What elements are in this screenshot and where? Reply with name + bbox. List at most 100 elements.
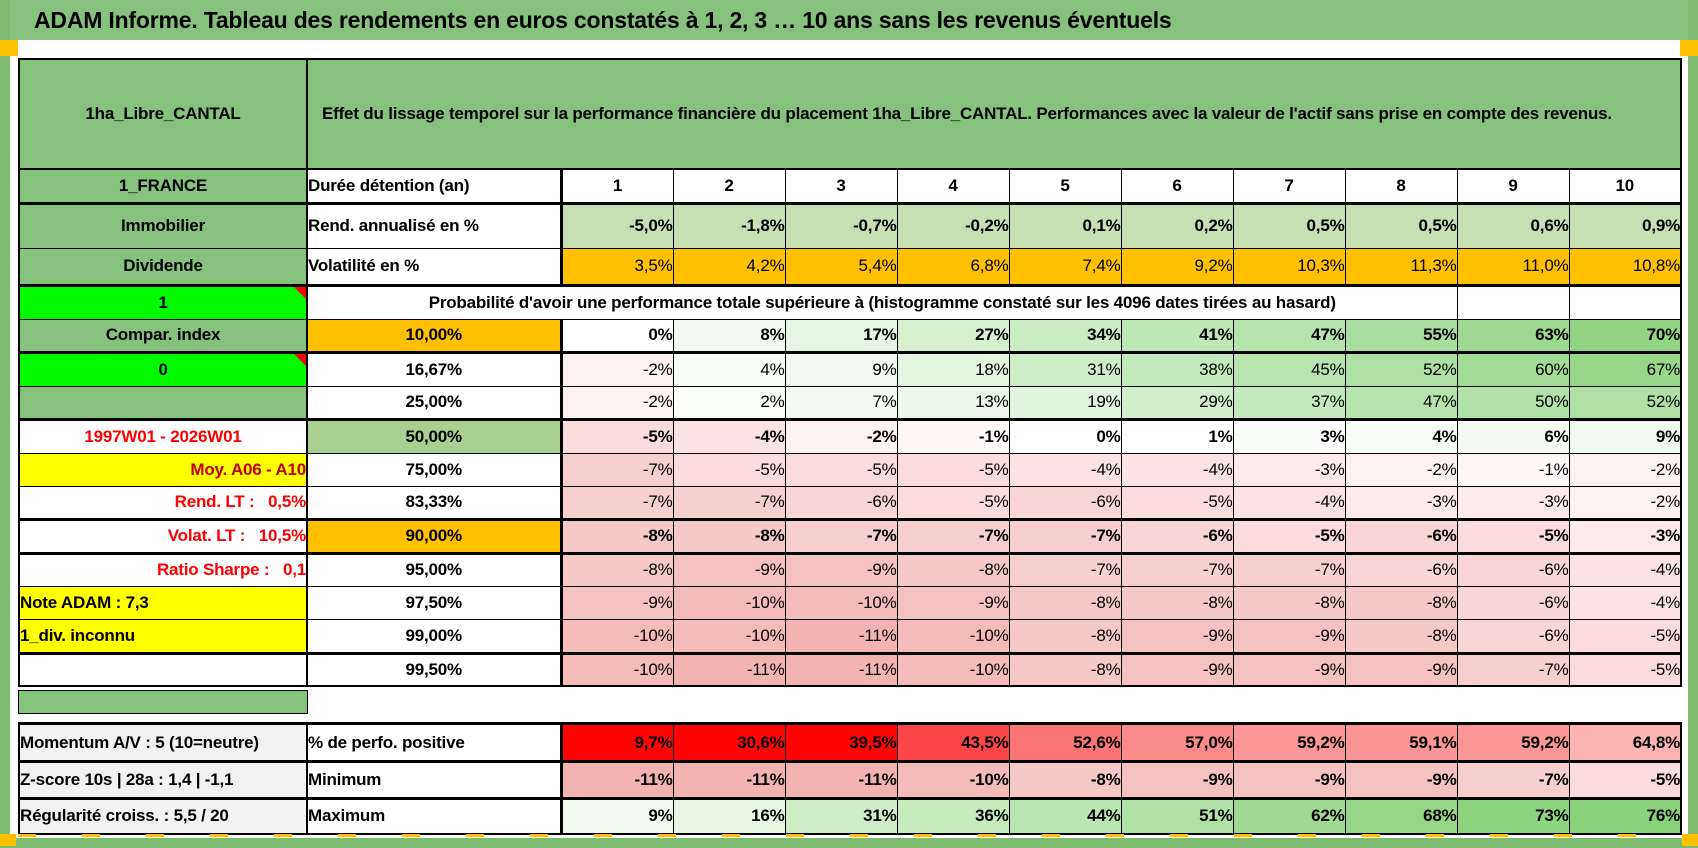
value-cell[interactable]: 10,8% (1568, 247, 1682, 287)
value-cell[interactable]: 59,2% (1232, 722, 1346, 762)
value-cell[interactable]: 8% (672, 318, 786, 354)
metric-label-cell[interactable]: 97,50% (306, 585, 562, 620)
value-cell[interactable]: -9% (1120, 618, 1234, 654)
value-cell[interactable]: -8% (559, 552, 674, 587)
value-cell[interactable]: 0% (559, 318, 674, 354)
value-cell[interactable]: 0,1% (1008, 202, 1122, 249)
row-label-cell[interactable]: Compar. index (18, 318, 308, 354)
value-cell[interactable]: -8% (1232, 585, 1346, 620)
value-cell[interactable]: 6,8% (896, 247, 1010, 287)
value-cell[interactable]: -6% (1120, 517, 1234, 555)
value-cell[interactable]: -8% (672, 517, 786, 555)
value-cell[interactable]: -8% (1008, 585, 1122, 620)
value-cell[interactable]: -8% (559, 517, 674, 555)
value-cell[interactable]: -7% (1008, 552, 1122, 587)
value-cell[interactable]: -5% (896, 452, 1010, 487)
value-cell[interactable]: -11% (672, 760, 786, 799)
value-cell[interactable]: -3% (1456, 485, 1570, 520)
duration-header-cell[interactable]: 4 (896, 168, 1010, 205)
value-cell[interactable]: -10% (896, 651, 1010, 687)
value-cell[interactable]: 2% (672, 385, 786, 420)
metric-label-cell[interactable]: 75,00% (306, 452, 562, 487)
metric-label-cell[interactable]: Durée détention (an) (306, 168, 562, 205)
value-cell[interactable]: -10% (896, 618, 1010, 654)
value-cell[interactable]: 0% (1008, 417, 1122, 454)
metric-label-cell[interactable]: 25,00% (306, 385, 562, 420)
value-cell[interactable]: -9% (784, 552, 898, 587)
row-label-cell[interactable]: Régularité croiss. : 5,5 / 20 (18, 797, 308, 834)
row-label-cell[interactable]: Rend. LT : 0,5% (18, 485, 308, 520)
value-cell[interactable]: 1% (1120, 417, 1234, 454)
value-cell[interactable]: -4% (1008, 452, 1122, 487)
metric-label-cell[interactable]: 99,00% (306, 618, 562, 654)
metric-label-cell[interactable]: Volatilité en % (306, 247, 562, 287)
value-cell[interactable]: -7% (1120, 552, 1234, 587)
value-cell[interactable]: 31% (784, 797, 898, 834)
value-cell[interactable]: 51% (1120, 797, 1234, 834)
row-label-cell[interactable]: 1_FRANCE (18, 168, 308, 205)
value-cell[interactable]: 11,0% (1456, 247, 1570, 287)
value-cell[interactable]: -9% (1344, 760, 1458, 799)
value-cell[interactable]: 11,3% (1344, 247, 1458, 287)
metric-label-cell[interactable]: Rend. annualisé en % (306, 202, 562, 249)
value-cell[interactable]: -9% (896, 585, 1010, 620)
value-cell[interactable]: 29% (1120, 385, 1234, 420)
value-cell[interactable]: 9,2% (1120, 247, 1234, 287)
value-cell[interactable]: -2% (1568, 452, 1682, 487)
value-cell[interactable]: 36% (896, 797, 1010, 834)
value-cell[interactable]: -9% (1232, 651, 1346, 687)
value-cell[interactable]: -2% (1568, 485, 1682, 520)
value-cell[interactable]: -4% (1232, 485, 1346, 520)
value-cell[interactable]: 52% (1344, 351, 1458, 387)
value-cell[interactable]: 70% (1568, 318, 1682, 354)
value-cell[interactable]: 39,5% (784, 722, 898, 762)
value-cell[interactable]: 52,6% (1008, 722, 1122, 762)
value-cell[interactable]: 9% (1568, 417, 1682, 454)
value-cell[interactable]: -8% (1344, 585, 1458, 620)
value-cell[interactable]: 30,6% (672, 722, 786, 762)
value-cell[interactable]: -11% (784, 760, 898, 799)
value-cell[interactable]: -9% (672, 552, 786, 587)
value-cell[interactable]: 0,2% (1120, 202, 1234, 249)
value-cell[interactable]: 7% (784, 385, 898, 420)
row-label-cell[interactable]: 0 (18, 351, 308, 387)
row-label-cell[interactable]: Moy. A06 - A10 (18, 452, 308, 487)
value-cell[interactable]: -0,7% (784, 202, 898, 249)
value-cell[interactable]: -8% (1344, 618, 1458, 654)
value-cell[interactable]: -5% (896, 485, 1010, 520)
table-description-cell[interactable]: Effet du lissage temporel sur la perform… (305, 58, 1682, 170)
value-cell[interactable]: 0,5% (1232, 202, 1346, 249)
value-cell[interactable]: 44% (1008, 797, 1122, 834)
value-cell[interactable]: 16% (672, 797, 786, 834)
duration-header-cell[interactable]: 8 (1344, 168, 1458, 205)
value-cell[interactable]: -11% (559, 760, 674, 799)
value-cell[interactable]: -7% (896, 517, 1010, 555)
probability-caption-cell[interactable]: Probabilité d'avoir une performance tota… (306, 284, 1458, 320)
value-cell[interactable]: 55% (1344, 318, 1458, 354)
metric-label-cell[interactable]: 16,67% (306, 351, 562, 387)
value-cell[interactable]: 34% (1008, 318, 1122, 354)
value-cell[interactable]: -5% (1568, 618, 1682, 654)
value-cell[interactable]: -7% (784, 517, 898, 555)
value-cell[interactable]: -5% (1456, 517, 1570, 555)
duration-header-cell[interactable]: 5 (1008, 168, 1122, 205)
value-cell[interactable]: -1% (1456, 452, 1570, 487)
value-cell[interactable]: -9% (1120, 760, 1234, 799)
row-label-cell[interactable]: Ratio Sharpe : 0,1 (18, 552, 308, 587)
value-cell[interactable]: -6% (1344, 552, 1458, 587)
row-label-cell[interactable]: 1_div. inconnu (18, 618, 308, 654)
value-cell[interactable]: -2% (784, 417, 898, 454)
value-cell[interactable]: 9% (559, 797, 674, 834)
row-label-cell[interactable]: Z-score 10s | 28a : 1,4 | -1,1 (18, 760, 308, 799)
value-cell[interactable]: -10% (896, 760, 1010, 799)
duration-header-cell[interactable]: 2 (672, 168, 786, 205)
duration-header-cell[interactable]: 3 (784, 168, 898, 205)
value-cell[interactable]: 10,3% (1232, 247, 1346, 287)
duration-header-cell[interactable]: 6 (1120, 168, 1234, 205)
value-cell[interactable]: -2% (559, 351, 674, 387)
value-cell[interactable]: -0,2% (896, 202, 1010, 249)
value-cell[interactable]: -4% (1568, 585, 1682, 620)
value-cell[interactable]: 37% (1232, 385, 1346, 420)
value-cell[interactable]: -9% (559, 585, 674, 620)
value-cell[interactable]: 4% (1344, 417, 1458, 454)
